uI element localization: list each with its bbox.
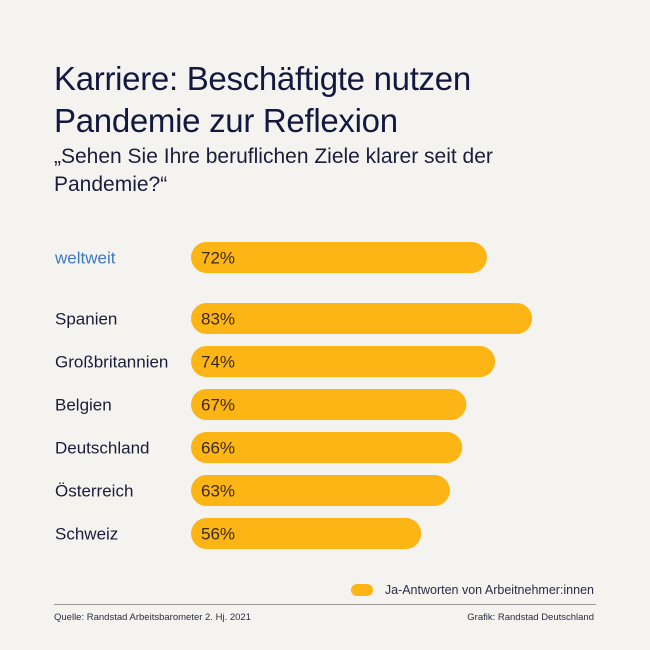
category-label: Belgien — [55, 396, 112, 415]
category-label: Spanien — [55, 310, 117, 329]
bar — [191, 389, 467, 420]
footer-divider — [54, 604, 596, 605]
bar-chart: weltweit 72% Spanien 83% Großbritannien 74% Be… — [54, 242, 533, 549]
value-label: 66% — [201, 439, 235, 458]
credit-note: Grafik: Randstad Deutschland — [467, 612, 594, 623]
value-label: 74% — [201, 353, 235, 372]
bar — [191, 475, 450, 506]
category-label: weltweit — [54, 249, 116, 268]
value-label: 67% — [201, 396, 235, 415]
category-label: Österreich — [55, 482, 133, 501]
chart-title: Karriere: Beschäftigte nutzen Pandemie z… — [54, 60, 471, 140]
value-label: 56% — [201, 525, 235, 544]
value-label: 83% — [201, 310, 235, 329]
category-label: Großbritannien — [55, 353, 168, 372]
legend: Ja-Antworten von Arbeitnehmer:innen — [350, 583, 594, 597]
source-note: Quelle: Randstad Arbeitsbarometer 2. Hj.… — [54, 612, 251, 623]
bar — [191, 518, 422, 549]
bar — [191, 242, 487, 273]
chart-subtitle: „Sehen Sie Ihre beruflichen Ziele klarer… — [54, 145, 493, 196]
bar — [191, 346, 496, 377]
bar — [191, 432, 463, 463]
value-label: 72% — [201, 249, 235, 268]
legend-swatch — [350, 584, 373, 596]
value-label: 63% — [201, 482, 235, 501]
category-label: Schweiz — [55, 525, 118, 544]
bar — [191, 303, 533, 334]
legend-label: Ja-Antworten von Arbeitnehmer:innen — [384, 583, 594, 597]
category-label: Deutschland — [55, 439, 150, 458]
